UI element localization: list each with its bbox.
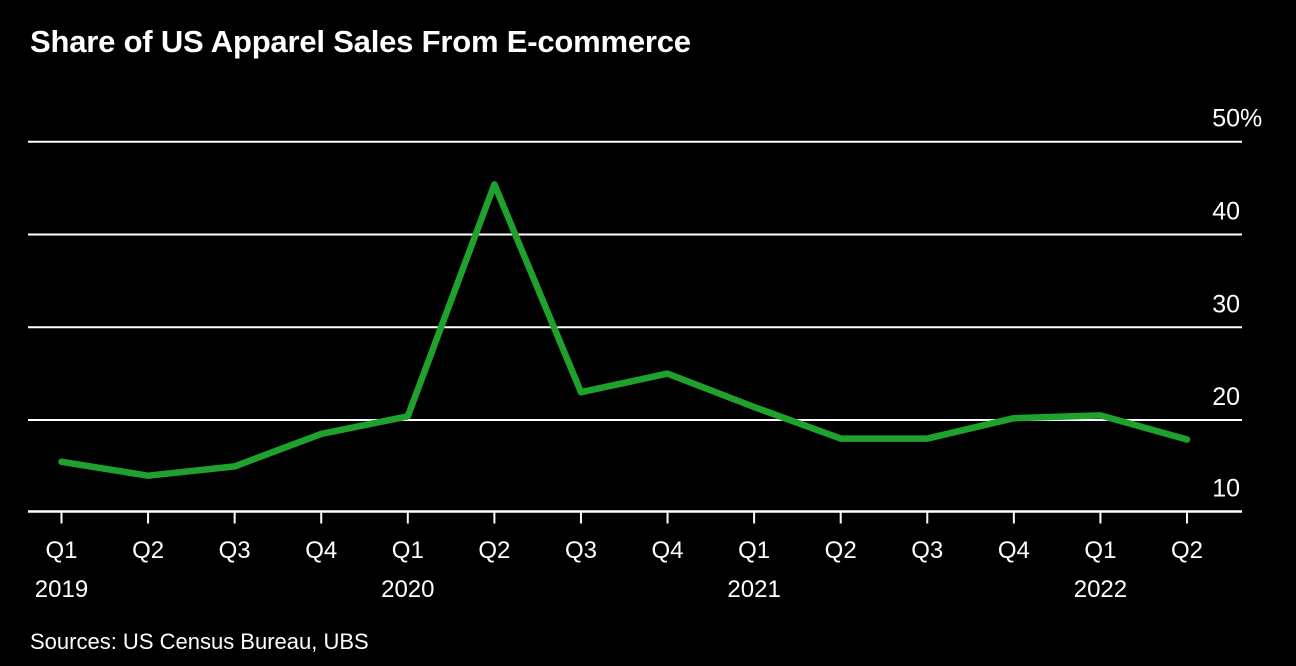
x-axis-year-label: 2022 [1074, 576, 1127, 603]
x-axis-label: Q2 [478, 537, 510, 564]
x-axis-label: Q4 [998, 537, 1030, 564]
x-axis-label: Q2 [1171, 537, 1203, 564]
x-axis-year-label: 2019 [35, 576, 88, 603]
x-axis-label: Q3 [565, 537, 597, 564]
chart-source: Sources: US Census Bureau, UBS [30, 629, 369, 654]
x-axis-year-label: 2020 [381, 576, 434, 603]
data-line-series [58, 181, 1191, 479]
y-axis-label: 20 [1212, 383, 1240, 411]
y-axis-unit-label: % [1240, 105, 1262, 133]
x-axis-label: Q2 [825, 537, 857, 564]
x-axis-label: Q1 [392, 537, 424, 564]
y-axis-label: 30 [1212, 290, 1240, 318]
y-axis-label: 40 [1212, 197, 1240, 225]
x-axis-label: Q1 [45, 537, 77, 564]
x-axis-label: Q3 [219, 537, 251, 564]
x-axis-label: Q4 [305, 537, 337, 564]
y-axis-label: 50 [1212, 105, 1240, 133]
chart-title: Share of US Apparel Sales From E-commerc… [30, 24, 691, 59]
x-axis-label: Q1 [738, 537, 770, 564]
x-axis-label: Q2 [132, 537, 164, 564]
x-axis-label: Q4 [652, 537, 684, 564]
y-axis-label: 10 [1212, 475, 1240, 503]
x-axis-label: Q1 [1084, 537, 1116, 564]
x-axis-year-label: 2021 [727, 576, 780, 603]
x-axis-label: Q3 [911, 537, 943, 564]
